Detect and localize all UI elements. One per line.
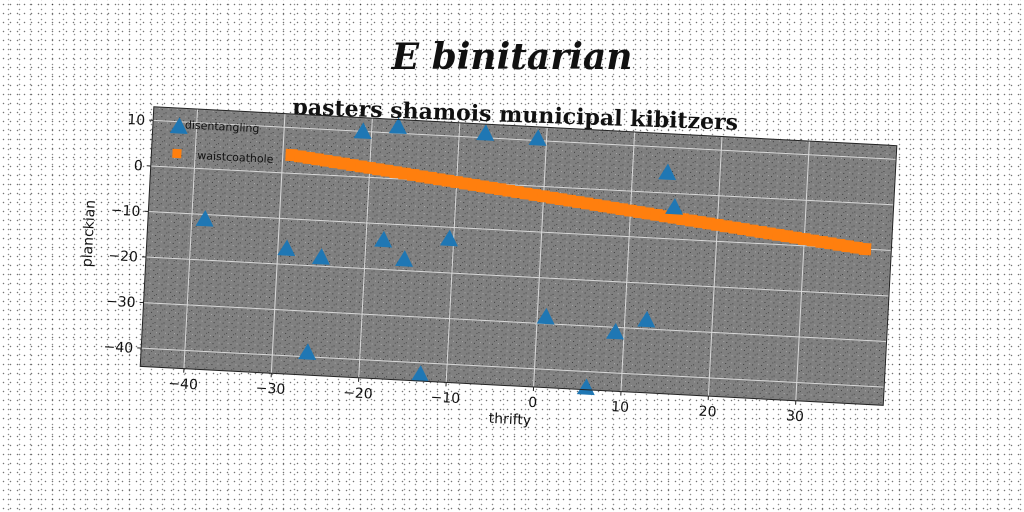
- disentangling-point: [395, 250, 414, 267]
- y-gridline: [150, 165, 894, 206]
- x-tick-label: −10: [430, 390, 460, 408]
- y-tick-label: 0: [133, 158, 143, 174]
- x-tick-label: 0: [528, 395, 538, 411]
- disentangling-point: [576, 378, 595, 396]
- series-disentangling: [169, 117, 684, 396]
- disentangling-point: [528, 129, 547, 146]
- x-tick-label: −40: [168, 376, 198, 394]
- y-tick-label: −20: [108, 248, 138, 266]
- legend-label-disentangling: disentangling: [185, 118, 260, 135]
- y-gridline: [143, 302, 887, 343]
- plot-noise: [140, 106, 897, 406]
- legend-marker-waistcoathole: [172, 148, 182, 159]
- legend-label-waistcoathole: waistcoathole: [197, 149, 274, 166]
- y-gridline: [153, 119, 897, 160]
- disentangling-point: [637, 310, 656, 328]
- x-gridline: [620, 131, 636, 392]
- disentangling-point: [410, 365, 429, 382]
- legend-marker-disentangling: [174, 120, 185, 130]
- disentangling-point: [605, 322, 624, 340]
- legend: disentangling waistcoathole: [172, 118, 274, 166]
- plot-area: −40 −30 −20 −10 0 10 20 30 10 0 −10 −20 −30 −40 disen…: [79, 106, 898, 429]
- disentangling-point: [665, 198, 684, 215]
- y-tick-label: 10: [127, 112, 146, 129]
- x-gridline: [445, 122, 461, 383]
- x-gridline: [533, 127, 548, 388]
- figure-suptitle: E binitarian: [391, 36, 633, 78]
- disentangling-point: [374, 230, 393, 248]
- disentangling-point: [353, 122, 372, 140]
- disentangling-point: [195, 210, 214, 227]
- disentangling-point: [439, 229, 458, 247]
- x-gridline: [183, 108, 199, 369]
- x-axis-label: thrifty: [488, 411, 531, 429]
- x-gridline: [270, 113, 286, 374]
- y-gridline: [145, 256, 889, 297]
- y-tick-label: −40: [103, 339, 133, 357]
- disentangling-point: [388, 117, 407, 135]
- y-axis-label: planckian: [79, 199, 99, 267]
- y-gridline: [148, 210, 892, 251]
- disentangling-point: [298, 343, 317, 360]
- x-tick-label: 20: [698, 404, 717, 421]
- waistcoathole-point: [858, 242, 872, 256]
- x-gridline: [707, 136, 723, 397]
- y-gridline: [141, 347, 885, 388]
- disentangling-point: [536, 307, 555, 325]
- y-tick-label: −10: [110, 203, 140, 221]
- x-tick-label: −20: [343, 385, 373, 403]
- series-waistcoathole: [285, 148, 872, 256]
- disentangling-point: [658, 163, 677, 181]
- x-tick-label: 30: [786, 408, 805, 425]
- disentangling-point: [476, 124, 495, 141]
- x-gridline: [795, 141, 810, 401]
- x-tick-label: −30: [255, 380, 285, 398]
- x-tick-label: 10: [611, 399, 630, 416]
- x-gridline: [358, 118, 373, 378]
- y-tick-label: −30: [106, 294, 136, 312]
- gridlines: [141, 108, 897, 401]
- axis-ticks: −40 −30 −20 −10 0 10 20 30 10 0 −10 −20 −30 −40: [103, 112, 805, 425]
- disentangling-point: [311, 248, 330, 265]
- plot-frame: [139, 106, 898, 406]
- disentangling-point: [277, 239, 296, 257]
